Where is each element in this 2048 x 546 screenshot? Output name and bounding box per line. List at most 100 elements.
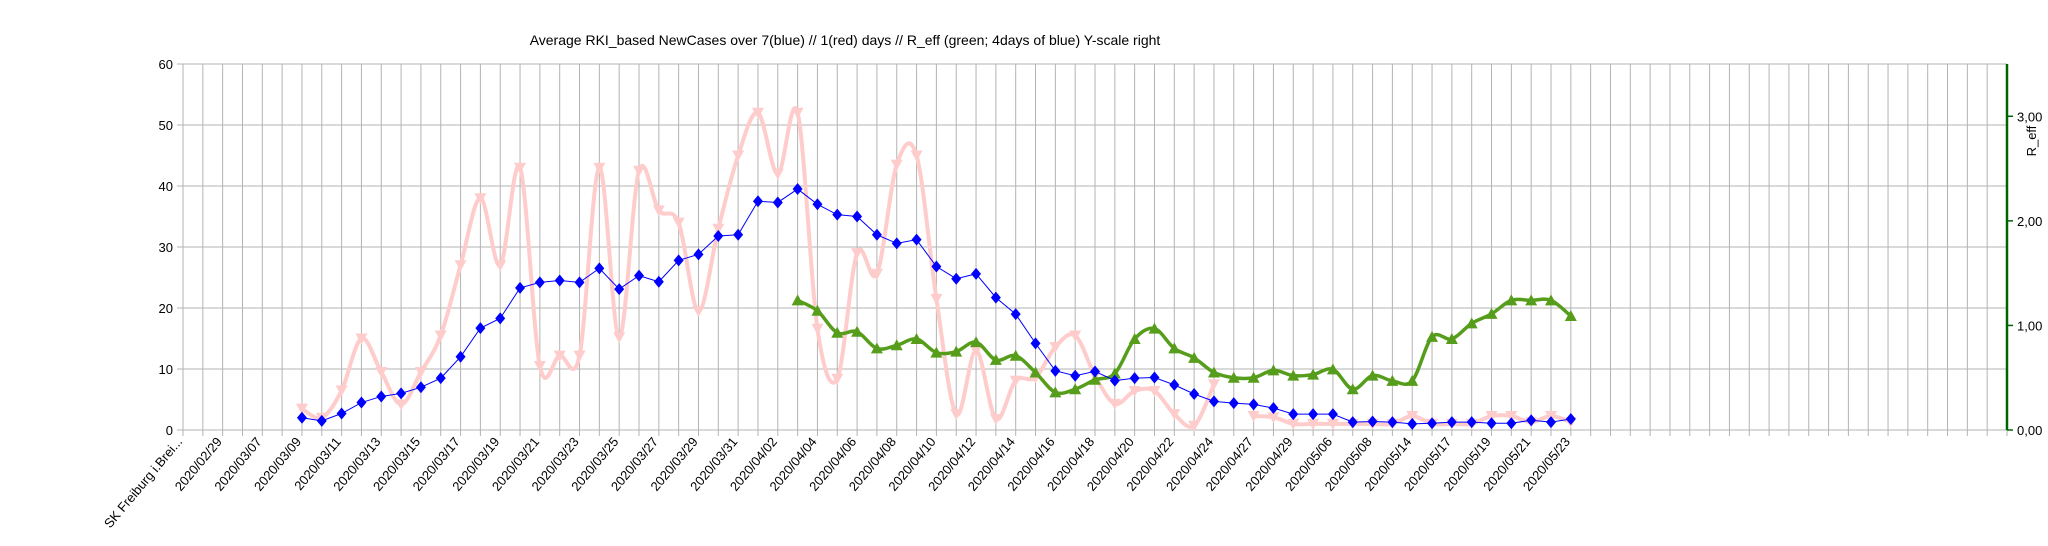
data-point-triangle-down <box>1505 410 1518 422</box>
data-point-triangle-down <box>1485 410 1498 422</box>
data-point-diamond <box>891 237 902 250</box>
y2-axis-label: R_eff <box>2024 125 2039 156</box>
data-point-triangle-up <box>811 304 824 316</box>
data-point-triangle-down <box>414 367 427 379</box>
data-point-diamond <box>1288 408 1299 421</box>
data-point-triangle-down <box>573 350 586 362</box>
data-point-triangle-up <box>1207 366 1220 378</box>
data-point-triangle-up <box>1366 369 1379 381</box>
data-point-triangle-up <box>930 346 943 358</box>
data-point-diamond <box>594 262 605 275</box>
data-point-triangle-down <box>1069 330 1082 342</box>
data-point-diamond <box>1506 417 1517 430</box>
y-tick-label: 0 <box>166 423 173 438</box>
data-point-triangle-up <box>1326 363 1339 375</box>
data-point-diamond <box>1189 388 1200 401</box>
data-point-triangle-up <box>1108 367 1121 379</box>
data-point-diamond <box>1129 372 1140 385</box>
data-point-triangle-up <box>1406 374 1419 386</box>
data-point-triangle-down <box>335 385 348 397</box>
chart-title: Average RKI_based NewCases over 7(blue) … <box>530 32 1161 48</box>
data-point-diamond <box>1030 337 1041 350</box>
data-point-diamond <box>990 291 1001 304</box>
data-point-triangle-down <box>1168 409 1181 421</box>
data-point-triangle-down <box>533 360 546 372</box>
data-point-triangle-down <box>910 150 923 162</box>
data-point-triangle-down <box>692 306 705 318</box>
data-point-diamond <box>752 195 763 208</box>
y2-tick-label: 2,00 <box>2017 214 2042 229</box>
data-point-triangle-up <box>1564 310 1577 322</box>
data-point-diamond <box>495 312 506 325</box>
data-point-diamond <box>1070 369 1081 382</box>
data-point-triangle-up <box>1346 383 1359 395</box>
data-point-triangle-down <box>1326 418 1339 430</box>
data-point-triangle-down <box>831 373 844 385</box>
data-point-triangle-down <box>672 217 685 229</box>
data-point-diamond <box>1526 414 1537 427</box>
data-point-triangle-down <box>295 403 308 415</box>
data-point-triangle-down <box>1128 385 1141 397</box>
series-green-reff <box>791 294 1577 398</box>
data-point-triangle-up <box>1426 330 1439 342</box>
data-point-triangle-up <box>970 336 983 348</box>
y2-tick-label: 3,00 <box>2017 109 2042 124</box>
data-point-diamond <box>1268 402 1279 415</box>
data-point-triangle-up <box>950 345 963 357</box>
data-point-diamond <box>475 322 486 335</box>
data-point-triangle-down <box>1009 375 1022 387</box>
data-point-triangle-down <box>375 367 388 379</box>
data-point-triangle-up <box>1128 333 1141 345</box>
data-point-triangle-up <box>1505 294 1518 306</box>
data-point-diamond <box>733 228 744 241</box>
data-point-triangle-down <box>989 414 1002 426</box>
data-point-triangle-up <box>1148 322 1161 334</box>
data-point-diamond <box>1149 371 1160 384</box>
data-point-triangle-down <box>970 345 983 357</box>
data-point-diamond <box>1010 308 1021 321</box>
data-point-diamond <box>435 372 446 385</box>
data-point-triangle-up <box>791 294 804 306</box>
data-point-triangle-down <box>950 409 963 421</box>
data-point-triangle-down <box>1188 420 1201 432</box>
data-point-diamond <box>1050 364 1061 377</box>
data-point-triangle-down <box>1267 412 1280 424</box>
data-point-triangle-up <box>831 326 844 338</box>
data-point-triangle-up <box>1247 371 1260 383</box>
data-point-triangle-up <box>1188 351 1201 363</box>
data-point-diamond <box>772 196 783 209</box>
data-point-triangle-down <box>1049 342 1062 354</box>
data-point-diamond <box>534 276 545 289</box>
data-point-diamond <box>792 183 803 196</box>
data-point-triangle-up <box>870 342 883 354</box>
data-point-triangle-down <box>791 107 804 119</box>
data-point-diamond <box>1169 378 1180 391</box>
data-point-triangle-down <box>811 323 824 335</box>
data-point-triangle-up <box>851 325 864 337</box>
data-point-triangle-down <box>870 268 883 280</box>
data-point-triangle-up <box>1287 369 1300 381</box>
data-point-triangle-down <box>732 150 745 162</box>
data-point-diamond <box>1565 413 1576 426</box>
data-point-diamond <box>336 407 347 420</box>
data-point-triangle-down <box>395 399 408 411</box>
data-point-triangle-down <box>1307 418 1320 430</box>
data-point-diamond <box>1427 417 1438 430</box>
data-point-triangle-down <box>751 107 764 119</box>
data-point-diamond <box>951 272 962 285</box>
data-point-triangle-up <box>1445 333 1458 345</box>
data-point-triangle-up <box>1227 371 1240 383</box>
y-tick-label: 20 <box>159 301 173 316</box>
data-point-triangle-up <box>910 333 923 345</box>
data-point-triangle-down <box>553 350 566 362</box>
data-point-triangle-up <box>1267 364 1280 376</box>
data-point-triangle-up <box>1485 307 1498 319</box>
data-point-diamond <box>415 381 426 394</box>
data-point-diamond <box>515 281 526 294</box>
data-point-diamond <box>1228 397 1239 410</box>
data-point-triangle-down <box>712 223 725 235</box>
data-point-triangle-up <box>1049 386 1062 398</box>
data-point-triangle-up <box>1009 349 1022 361</box>
